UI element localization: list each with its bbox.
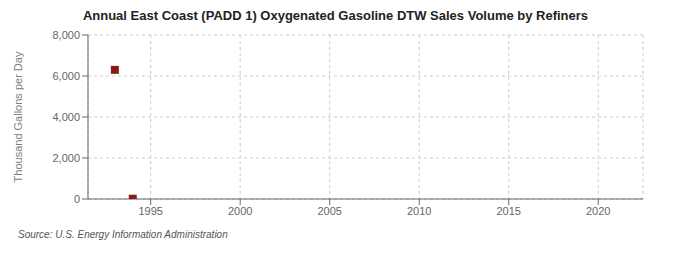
svg-text:1995: 1995: [138, 205, 162, 217]
svg-text:8,000: 8,000: [52, 29, 80, 41]
svg-text:Thousand Gallons per Day: Thousand Gallons per Day: [12, 51, 24, 182]
svg-text:4,000: 4,000: [52, 111, 80, 123]
svg-text:2,000: 2,000: [52, 152, 80, 164]
svg-text:2010: 2010: [407, 205, 431, 217]
svg-text:6,000: 6,000: [52, 70, 80, 82]
html-text:Source: U.S. Energy Informatio: Source: U.S. Energy Information Administ…: [18, 229, 228, 240]
svg-text:2005: 2005: [317, 205, 341, 217]
svg-text:2015: 2015: [496, 205, 520, 217]
svg-text:2000: 2000: [228, 205, 252, 217]
svg-text:0: 0: [74, 193, 80, 205]
svg-text:2020: 2020: [586, 205, 610, 217]
html-text:Annual East Coast (PADD 1) Oxy: Annual East Coast (PADD 1) Oxygenated Ga…: [82, 8, 589, 23]
